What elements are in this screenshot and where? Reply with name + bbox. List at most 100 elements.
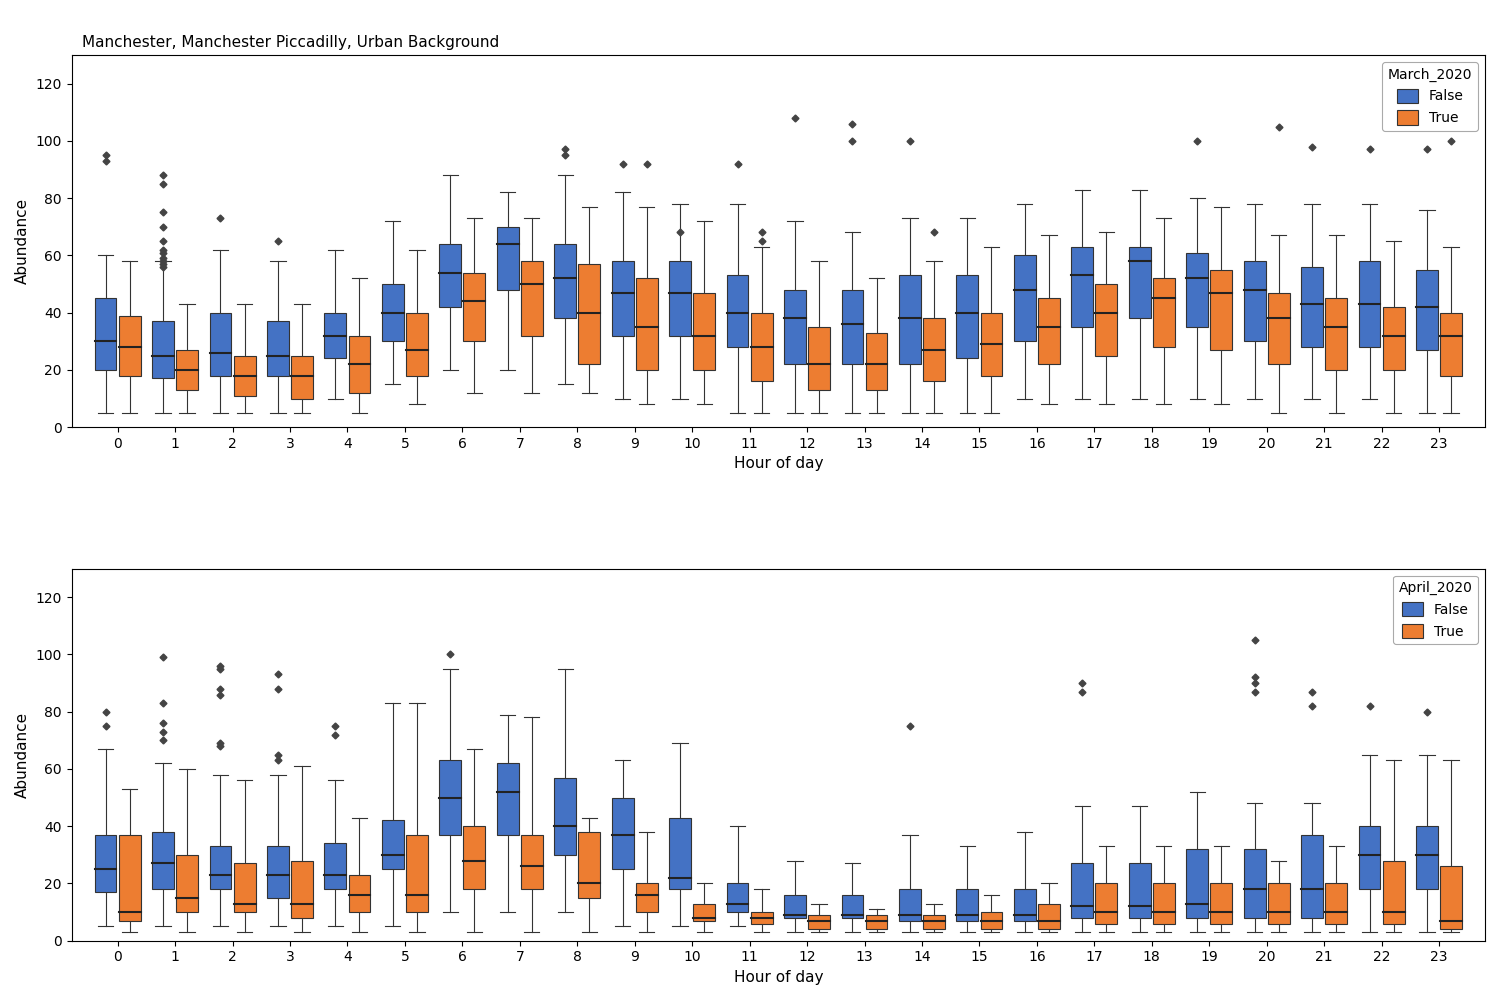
Bar [957, 275, 978, 358]
Bar [981, 912, 1002, 929]
Bar [555, 244, 576, 318]
Legend: False, True: False, True [1383, 62, 1478, 131]
Bar [176, 855, 198, 912]
Bar [1268, 293, 1290, 364]
Bar [784, 895, 806, 918]
Bar [669, 261, 692, 336]
Bar [520, 835, 543, 889]
Bar [1014, 889, 1035, 921]
Bar [636, 883, 657, 912]
Bar [842, 290, 864, 364]
Bar [1383, 307, 1404, 370]
Bar [1210, 883, 1231, 924]
Bar [612, 261, 633, 336]
Bar [898, 275, 921, 364]
Bar [234, 863, 255, 912]
Bar [808, 915, 830, 929]
Bar [1095, 883, 1118, 924]
Bar [1300, 835, 1323, 918]
Bar [1326, 298, 1347, 370]
Bar [267, 321, 290, 376]
X-axis label: Hour of day: Hour of day [734, 970, 824, 985]
Bar [440, 244, 460, 307]
Bar [957, 889, 978, 921]
Bar [324, 313, 346, 358]
Bar [291, 861, 314, 918]
Bar [1071, 247, 1094, 327]
Bar [94, 835, 117, 892]
Bar [579, 832, 600, 898]
Bar [1326, 883, 1347, 924]
Bar [234, 356, 255, 396]
Bar [152, 321, 174, 378]
Bar [1359, 826, 1380, 889]
Bar [922, 318, 945, 381]
Bar [176, 350, 198, 390]
Bar [784, 290, 806, 364]
Bar [1440, 313, 1462, 376]
Bar [348, 875, 370, 912]
Bar [865, 915, 888, 929]
Bar [291, 356, 314, 399]
Bar [1268, 883, 1290, 924]
Bar [726, 883, 748, 912]
Bar [1130, 863, 1150, 918]
Bar [152, 832, 174, 889]
X-axis label: Hour of day: Hour of day [734, 456, 824, 471]
Bar [669, 818, 692, 889]
Bar [210, 846, 231, 889]
Bar [1416, 826, 1438, 889]
Bar [1244, 849, 1266, 918]
Bar [348, 336, 370, 393]
Text: Manchester, Manchester Piccadilly, Urban Background: Manchester, Manchester Piccadilly, Urban… [82, 35, 500, 50]
Bar [94, 298, 117, 370]
Bar [750, 313, 772, 381]
Bar [1014, 255, 1035, 341]
Bar [496, 227, 519, 290]
Bar [726, 275, 748, 347]
Bar [579, 264, 600, 364]
Bar [406, 835, 427, 912]
Bar [382, 820, 404, 869]
Bar [520, 261, 543, 336]
Bar [1095, 284, 1118, 356]
Bar [750, 912, 772, 924]
Bar [1440, 866, 1462, 929]
Bar [1154, 278, 1174, 347]
Legend: False, True: False, True [1394, 576, 1478, 644]
Bar [693, 904, 715, 921]
Y-axis label: Abundance: Abundance [15, 198, 30, 284]
Bar [808, 327, 830, 390]
Bar [898, 889, 921, 921]
Bar [1210, 270, 1231, 350]
Bar [210, 313, 231, 376]
Bar [1154, 883, 1174, 924]
Bar [118, 835, 141, 921]
Bar [1416, 270, 1438, 350]
Bar [382, 284, 404, 341]
Bar [1186, 253, 1208, 327]
Bar [1244, 261, 1266, 341]
Bar [440, 760, 460, 835]
Bar [693, 293, 715, 370]
Bar [636, 278, 657, 370]
Bar [1130, 247, 1150, 318]
Bar [1186, 849, 1208, 918]
Bar [555, 778, 576, 855]
Bar [612, 798, 633, 869]
Bar [267, 846, 290, 898]
Bar [981, 313, 1002, 376]
Bar [496, 763, 519, 835]
Bar [1359, 261, 1380, 347]
Bar [464, 273, 486, 341]
Bar [1038, 904, 1060, 929]
Bar [406, 313, 427, 376]
Y-axis label: Abundance: Abundance [15, 712, 30, 798]
Bar [464, 826, 486, 889]
Bar [865, 333, 888, 390]
Bar [1383, 861, 1404, 924]
Bar [118, 316, 141, 376]
Bar [842, 895, 864, 918]
Bar [922, 915, 945, 929]
Bar [1071, 863, 1094, 918]
